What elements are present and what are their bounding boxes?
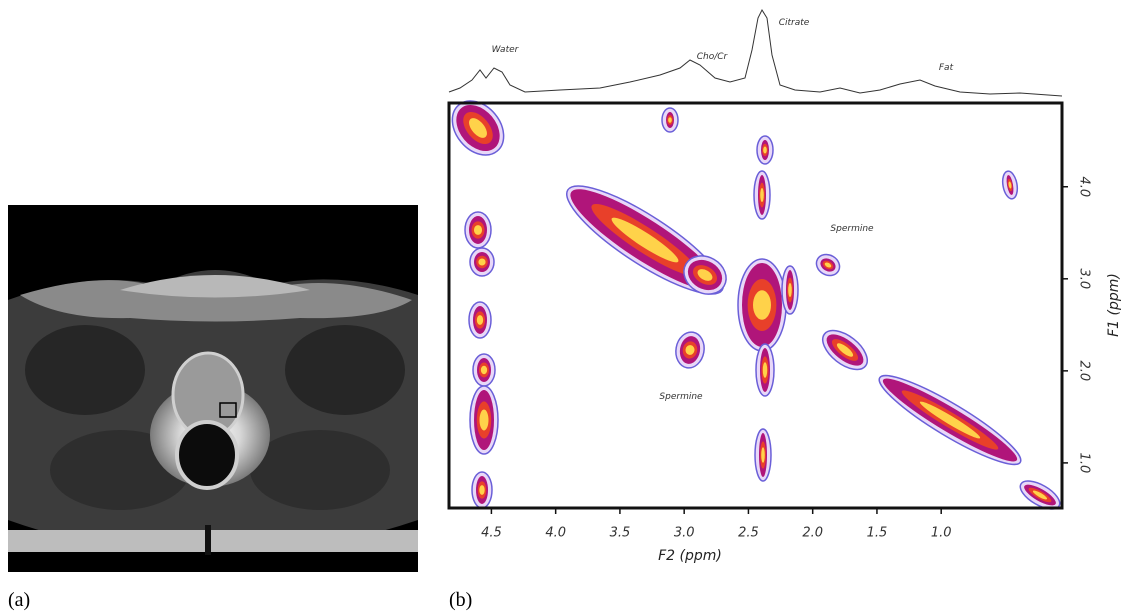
x-tick-label: 3.5 bbox=[610, 526, 631, 541]
contour-plot bbox=[442, 91, 1064, 515]
contour-peak bbox=[754, 171, 770, 219]
mri-image bbox=[8, 205, 418, 572]
x-tick-label: 2.5 bbox=[738, 526, 759, 541]
contour-level bbox=[474, 225, 482, 235]
y-tick-label: 3.0 bbox=[1077, 268, 1092, 289]
contour-level bbox=[477, 315, 483, 325]
x-tick-label: 1.0 bbox=[931, 526, 952, 541]
contour-peak bbox=[662, 108, 678, 132]
contour-level bbox=[760, 188, 764, 202]
contour-peak bbox=[472, 472, 492, 508]
contour-peak bbox=[813, 250, 844, 279]
contour-level bbox=[668, 117, 672, 123]
peak-annotation: Spermine bbox=[830, 224, 874, 234]
panel-label: (b) bbox=[449, 589, 472, 611]
contour-peak bbox=[1001, 170, 1020, 200]
x-tick-label: 3.0 bbox=[674, 526, 695, 541]
contour-level bbox=[753, 290, 771, 319]
contour-peak bbox=[757, 136, 773, 164]
x-tick-label: 4.5 bbox=[481, 526, 502, 541]
contour-peak bbox=[782, 266, 798, 314]
peak-annotation: Water bbox=[492, 45, 520, 55]
contour-level bbox=[761, 447, 765, 462]
contour-peak bbox=[470, 386, 498, 454]
contour-level bbox=[788, 283, 792, 297]
peak-annotation: Spermine bbox=[659, 392, 703, 402]
contour-peak bbox=[473, 354, 495, 386]
figure: (a) (b) F2 (ppm) F1 (ppm) 4.5 4.0 3.5 3.0 2.… bbox=[0, 0, 1135, 614]
contour-peak bbox=[755, 429, 771, 481]
peak-annotation: Fat bbox=[939, 63, 954, 73]
contour-level bbox=[481, 366, 487, 374]
contour-level bbox=[480, 410, 489, 431]
contour-peak bbox=[738, 259, 786, 351]
contour-peak bbox=[465, 212, 491, 248]
contour-level bbox=[763, 147, 767, 154]
y-tick-label: 4.0 bbox=[1077, 176, 1092, 197]
peak-annotation: Cho/Cr bbox=[697, 52, 729, 62]
contour-peak bbox=[673, 330, 707, 370]
panel-label: (a) bbox=[8, 589, 30, 611]
contour-peak bbox=[871, 364, 1028, 476]
x-axis-title: F2 (ppm) bbox=[658, 548, 722, 564]
contour-level bbox=[763, 362, 768, 377]
contour-level bbox=[479, 485, 484, 495]
y-tick-label: 2.0 bbox=[1077, 361, 1092, 382]
y-tick-label: 1.0 bbox=[1077, 453, 1092, 474]
x-tick-label: 1.5 bbox=[867, 526, 888, 541]
contour-peak bbox=[470, 248, 494, 276]
x-tick-label: 2.0 bbox=[802, 526, 823, 541]
contour-peak bbox=[816, 323, 874, 377]
contour-peak bbox=[469, 302, 491, 338]
contour-peak bbox=[756, 344, 774, 396]
x-tick-label: 4.0 bbox=[545, 526, 566, 541]
projection-spectrum bbox=[449, 10, 1062, 96]
y-axis-title: F1 (ppm) bbox=[1106, 273, 1122, 337]
contour-level bbox=[478, 259, 485, 266]
peak-annotation: Citrate bbox=[779, 18, 810, 28]
